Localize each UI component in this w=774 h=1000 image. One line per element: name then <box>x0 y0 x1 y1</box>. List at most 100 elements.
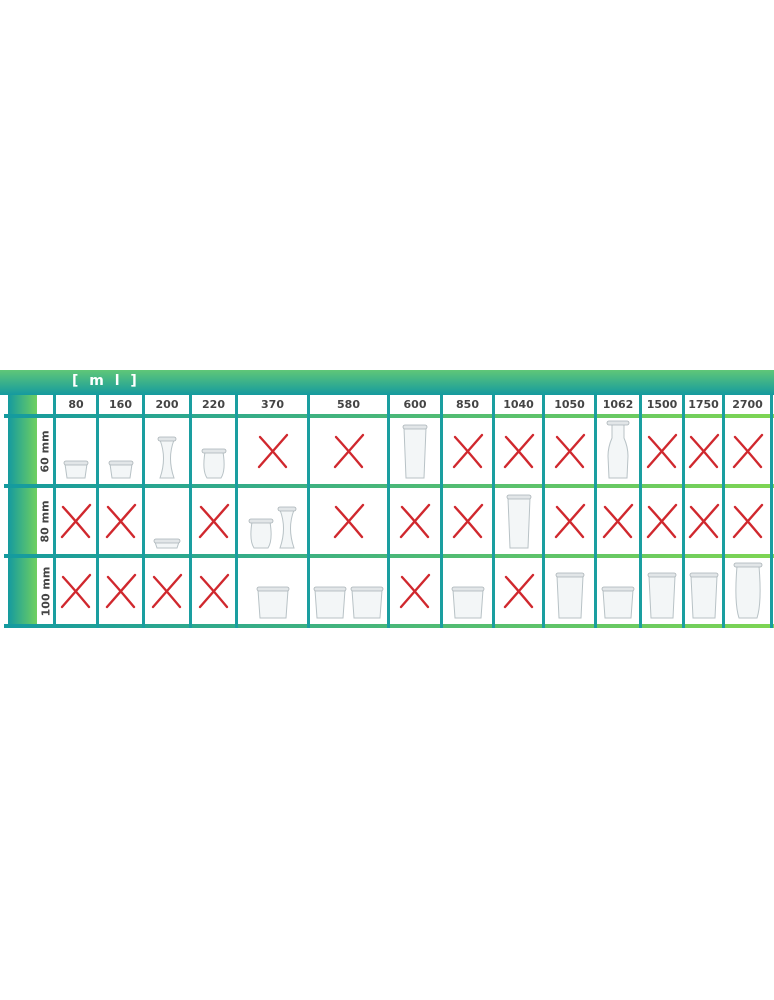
column-divider <box>53 395 56 628</box>
column-header: 1050 <box>554 398 585 411</box>
unavailable-cell <box>642 488 682 554</box>
jar-mold-icon <box>313 586 347 619</box>
cross-icon <box>732 433 763 469</box>
cross-icon <box>198 573 229 609</box>
column-header: 80 <box>68 398 84 411</box>
unavailable-cell <box>192 488 235 554</box>
cross-icon <box>399 503 431 539</box>
jar-cylinder-icon <box>402 424 428 479</box>
cross-icon <box>60 503 92 539</box>
column-header: 370 <box>261 398 284 411</box>
column-divider <box>387 395 390 628</box>
jar-cylinder-icon <box>555 572 584 619</box>
cross-icon <box>198 503 229 539</box>
column-divider <box>682 395 685 628</box>
jar-cell <box>642 558 682 624</box>
cross-icon <box>60 573 92 609</box>
column-divider <box>639 395 642 628</box>
unavailable-cell <box>310 418 387 484</box>
column-header: 160 <box>109 398 132 411</box>
jar-tulip-icon <box>248 518 274 549</box>
unavailable-cell <box>56 488 96 554</box>
jar-cylinder-icon <box>689 572 718 619</box>
cross-icon <box>732 503 763 539</box>
row-label: 100 mm <box>37 558 54 624</box>
cross-icon <box>646 503 678 539</box>
unavailable-cell <box>685 418 722 484</box>
jar-mold-icon <box>350 586 384 619</box>
cross-icon <box>688 433 719 469</box>
jar-cell <box>495 488 542 554</box>
unavailable-cell <box>597 488 639 554</box>
jar-mold-icon <box>601 586 635 619</box>
jar-cell <box>99 418 142 484</box>
column-divider <box>96 395 99 628</box>
column-divider <box>770 395 773 628</box>
jar-mold-icon <box>451 586 484 619</box>
unavailable-cell <box>443 488 492 554</box>
jar-cell <box>685 558 722 624</box>
jar-cell <box>443 558 492 624</box>
unavailable-cell <box>390 558 440 624</box>
column-header: 1062 <box>602 398 634 411</box>
jar-cell <box>597 418 639 484</box>
column-header: 580 <box>337 398 360 411</box>
column-divider <box>440 395 443 628</box>
jar-mold-icon <box>256 586 289 619</box>
unavailable-cell <box>685 488 722 554</box>
cross-icon <box>333 433 364 469</box>
unavailable-cell <box>310 488 387 554</box>
cross-icon <box>503 433 534 469</box>
jar-cell <box>597 558 639 624</box>
unavailable-cell <box>145 558 189 624</box>
row-label: 60 mm <box>37 418 54 484</box>
column-header: 1750 <box>688 398 719 411</box>
cross-icon <box>257 433 288 469</box>
column-header: 2700 <box>732 398 763 411</box>
cross-icon <box>452 433 483 469</box>
column-header: 220 <box>202 398 225 411</box>
column-header: 1500 <box>646 398 678 411</box>
column-header: 1040 <box>503 398 534 411</box>
row-label-text: 100 mm <box>39 566 52 616</box>
row-label-text: 80 mm <box>39 499 52 543</box>
jar-cell <box>310 558 387 624</box>
jar-cell <box>390 418 440 484</box>
jar-cell <box>545 558 594 624</box>
jar-cell <box>238 558 307 624</box>
cross-icon <box>333 503 364 539</box>
unavailable-cell <box>545 418 594 484</box>
jar-mold-icon <box>108 460 133 479</box>
unavailable-cell <box>390 488 440 554</box>
jar-juice-icon <box>606 420 630 479</box>
column-divider <box>142 395 145 628</box>
cross-icon <box>554 433 585 469</box>
unavailable-cell <box>238 418 307 484</box>
cross-icon <box>452 503 483 539</box>
jar-cell <box>56 418 96 484</box>
unavailable-cell <box>495 418 542 484</box>
column-header: 200 <box>155 398 179 411</box>
jar-flat-icon <box>153 538 181 549</box>
jar-deco-icon <box>277 506 297 549</box>
jar-cylinder-icon <box>506 494 531 549</box>
row-label-text: 60 mm <box>39 429 52 473</box>
column-divider <box>722 395 725 628</box>
unavailable-cell <box>56 558 96 624</box>
cross-icon <box>399 573 431 609</box>
unavailable-cell <box>192 558 235 624</box>
jar-mold-icon <box>63 460 89 479</box>
unavailable-cell <box>642 418 682 484</box>
jar-cell <box>238 488 307 554</box>
jar-tulip-icon <box>733 562 762 619</box>
unavailable-cell <box>99 558 142 624</box>
jar-cell <box>725 558 770 624</box>
jar-cell <box>145 488 189 554</box>
cross-icon <box>105 573 136 609</box>
column-divider <box>235 395 238 628</box>
unavailable-cell <box>443 418 492 484</box>
header-band <box>0 370 774 395</box>
cross-icon <box>105 503 136 539</box>
unavailable-cell <box>725 418 770 484</box>
jar-deco-icon <box>157 436 177 479</box>
